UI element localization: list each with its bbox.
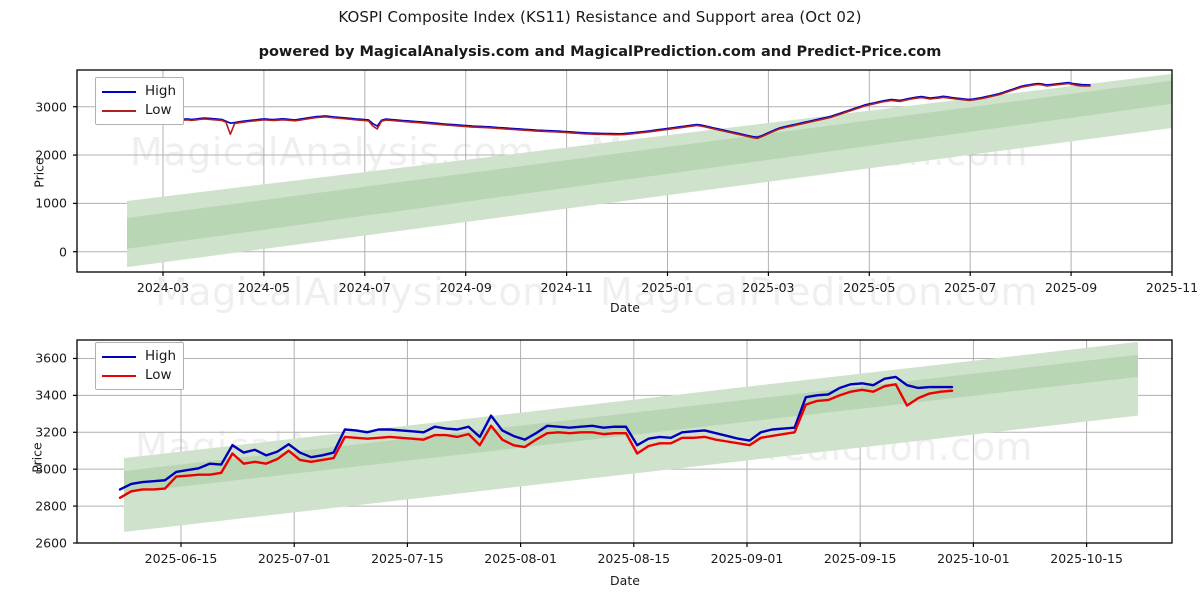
- legend-label-high: High: [145, 347, 177, 364]
- y-tick-label: 3600: [35, 350, 67, 366]
- page-subtitle: powered by MagicalAnalysis.com and Magic…: [258, 44, 942, 60]
- legend-label-low: Low: [145, 366, 172, 383]
- x-tick-label: 2025-01: [641, 280, 694, 295]
- legend-entry-high: High: [102, 347, 176, 366]
- series-line-low: [117, 82, 1091, 140]
- axes-frame: [76, 69, 1173, 273]
- legend-swatch-high: [102, 355, 136, 358]
- series-line-high: [117, 81, 1091, 138]
- legend-label-low: Low: [145, 101, 172, 118]
- legend-entry-low: Low: [102, 101, 176, 120]
- x-tick-label: 2025-06-15: [144, 551, 218, 566]
- overview-x-axis-label-text: Date: [610, 300, 640, 315]
- series-line-low: [118, 383, 954, 499]
- y-tick-label: 3000: [35, 461, 67, 477]
- y-tick-label: 2600: [35, 535, 67, 551]
- zoom-x-axis-label: Date: [575, 573, 675, 588]
- overview-plot: [73, 69, 1173, 276]
- x-tick-label: 2025-08-15: [597, 551, 671, 566]
- y-tick-label: 3400: [35, 387, 67, 403]
- x-tick-label: 2024-03: [136, 280, 190, 295]
- y-tick-label: 2000: [35, 147, 67, 163]
- x-tick-label: 2024-11: [540, 280, 593, 295]
- page-title: KOSPI Composite Index (KS11) Resistance …: [338, 8, 862, 26]
- x-tick-label: 2024-07: [338, 280, 391, 295]
- zoom-legend: High Low: [95, 342, 185, 390]
- x-tick-label: 2024-09: [439, 280, 492, 295]
- x-tick-label: 2025-03: [742, 280, 795, 295]
- legend-label-high: High: [145, 82, 177, 99]
- x-tick-label: 2025-09: [1044, 280, 1098, 295]
- legend-entry-high: High: [102, 82, 176, 101]
- x-tick-label: 2025-07: [944, 280, 997, 295]
- overview-chart-panel: MagicalAnalysis.com MagicalPrediction.co…: [32, 69, 1173, 315]
- x-tick-label: 2025-10-15: [1050, 551, 1123, 566]
- x-tick-label: 2025-09-15: [823, 551, 897, 566]
- legend-entry-low: Low: [102, 366, 176, 385]
- zoom-x-axis-label-text: Date: [610, 573, 640, 588]
- x-tick-label: 2024-05: [237, 280, 291, 295]
- overview-legend: High Low: [95, 77, 185, 125]
- zoom-plot: [73, 339, 1173, 547]
- band-inner-support-resistance: [124, 354, 1138, 494]
- x-tick-label: 2025-10-01: [937, 551, 1010, 566]
- axes-frame: [76, 339, 1173, 544]
- x-tick-label: 2025-07-15: [371, 551, 444, 566]
- band-inner-support-resistance: [127, 80, 1172, 249]
- x-tick-label: 2025-11: [1145, 280, 1199, 295]
- x-tick-label: 2025-05: [843, 280, 896, 295]
- y-tick-label: 2800: [35, 498, 67, 514]
- overview-x-axis-label: Date: [575, 300, 675, 315]
- y-tick-label: 3000: [35, 99, 67, 115]
- y-tick-label: 0: [59, 244, 67, 260]
- y-tick-label: 1000: [35, 195, 67, 211]
- legend-swatch-low: [102, 374, 136, 377]
- y-tick-label: 3200: [35, 424, 67, 440]
- x-tick-label: 2025-08-01: [484, 551, 557, 566]
- x-tick-label: 2025-09-01: [710, 551, 784, 566]
- series-line-high: [118, 375, 954, 491]
- x-tick-label: 2025-07-01: [257, 551, 331, 566]
- legend-swatch-high: [102, 90, 136, 93]
- legend-swatch-low: [102, 109, 136, 112]
